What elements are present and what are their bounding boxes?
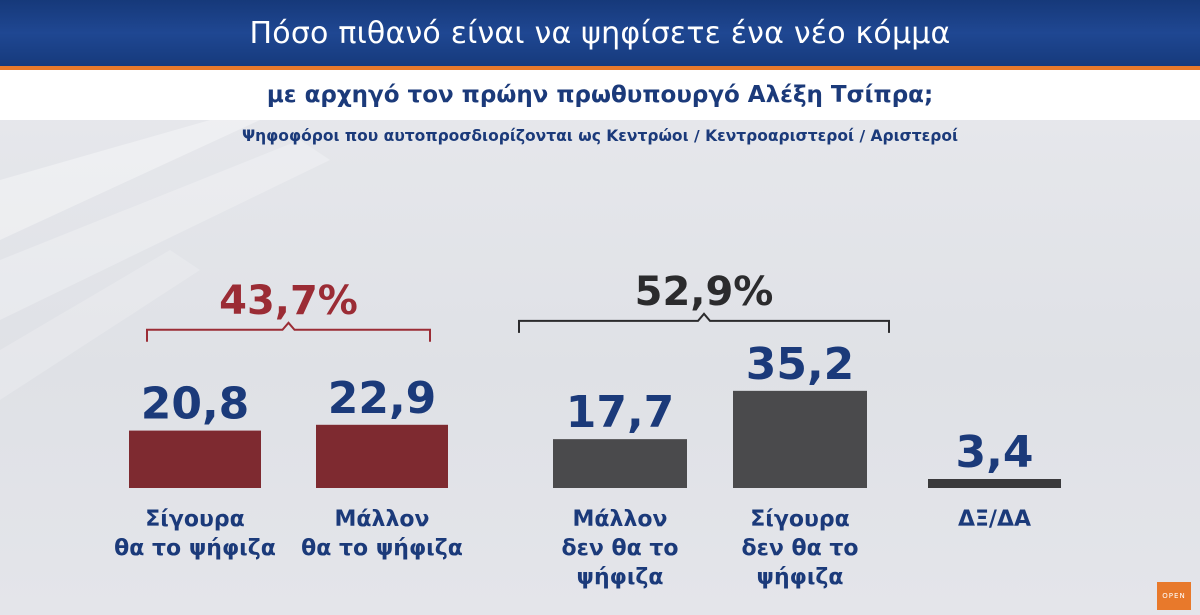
group-total-2: 52,9%: [635, 269, 774, 315]
subtitle-bar: με αρχηγό τον πρώην πρωθυπουργό Αλέξη Τσ…: [0, 70, 1200, 120]
value-label-5: 3,4: [956, 427, 1034, 478]
bar-4: [733, 390, 867, 488]
category-label-2-line-2: θα το ψήφιζα: [301, 536, 463, 561]
chart-subtitle: με αρχηγό τον πρώην πρωθυπουργό Αλέξη Τσ…: [266, 82, 934, 108]
open-logo: OPEN: [1157, 582, 1191, 610]
accent-line: [0, 66, 1200, 70]
value-label-1: 20,8: [141, 379, 250, 430]
category-label-2-line-1: Μάλλον: [335, 507, 430, 532]
category-label-1-line-1: Σίγουρα: [145, 507, 244, 532]
bar-5: [928, 479, 1061, 488]
group-bracket-1: [146, 321, 431, 342]
category-label-3-line-2: δεν θα το: [561, 536, 678, 561]
value-label-2: 22,9: [328, 373, 437, 424]
chart-note: Ψηφοφόροι που αυτοπροσδιορίζονται ως Κεν…: [241, 127, 959, 145]
category-label-3-line-3: ψήφιζα: [576, 565, 663, 590]
group-bracket-2: [518, 312, 890, 333]
category-label-4-line-3: ψήφιζα: [756, 565, 843, 590]
category-label-5-line-1: ΔΞ/ΔΑ: [958, 507, 1031, 532]
chart-title: Πόσο πιθανό είναι να ψηφίσετε ένα νέο κό…: [249, 15, 951, 51]
category-label-4-line-2: δεν θα το: [741, 536, 858, 561]
value-label-3: 17,7: [566, 387, 675, 438]
category-label-3-line-1: Μάλλον: [573, 507, 668, 532]
title-bar: Πόσο πιθανό είναι να ψηφίσετε ένα νέο κό…: [0, 0, 1200, 66]
group-total-1: 43,7%: [219, 278, 358, 324]
bar-2: [316, 424, 448, 488]
bar-1: [129, 430, 261, 488]
category-label-1-line-2: θα το ψήφιζα: [114, 536, 276, 561]
category-label-4-line-1: Σίγουρα: [750, 507, 849, 532]
bar-3: [553, 439, 687, 488]
value-label-4: 35,2: [746, 339, 855, 390]
